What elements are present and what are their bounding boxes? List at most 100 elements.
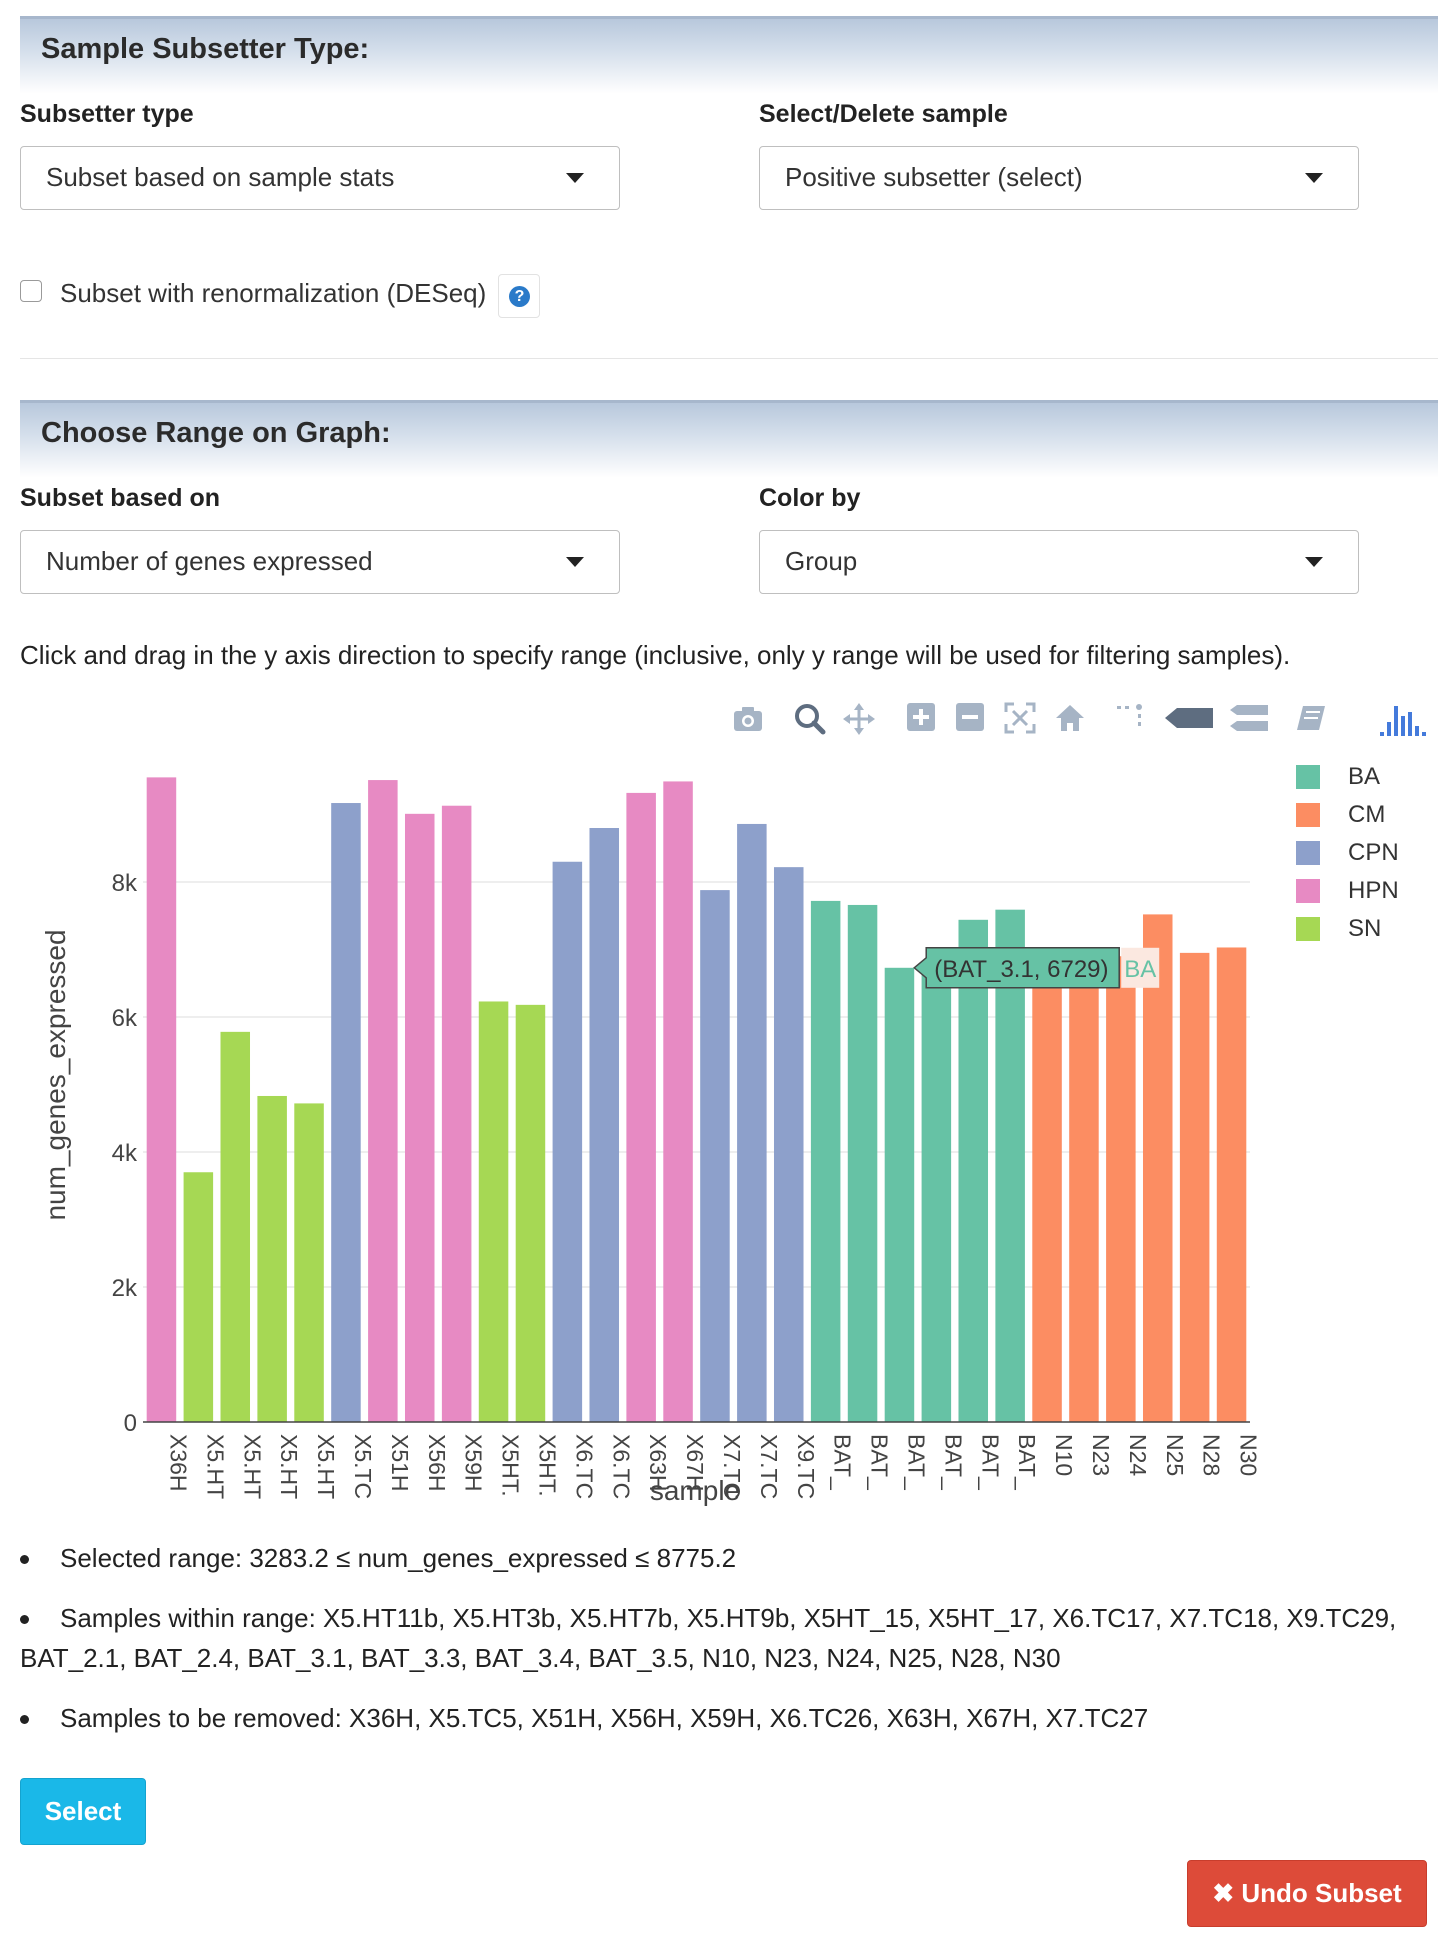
legend-swatch	[1296, 917, 1320, 941]
color-by-select[interactable]: Group	[759, 530, 1359, 594]
axes: 0 2k 4k 6k 8k X36H X5.HT X5.HT X5.HT X5.HT X5.TC X5…	[112, 870, 1262, 1499]
bar	[958, 919, 989, 1422]
y-tick-label: 0	[124, 1410, 137, 1437]
tooltip-group-label: BA	[1124, 956, 1156, 983]
x-tick-label: N25	[1162, 1434, 1188, 1476]
section-title: Sample Subsetter Type:	[41, 33, 370, 65]
within-range-item: Samples within range: X5.HT11b, X5.HT3b,…	[20, 1598, 1430, 1678]
select-button[interactable]: Select	[20, 1778, 146, 1845]
bar	[1032, 950, 1062, 1422]
zoom-in-icon[interactable]	[906, 702, 936, 732]
y-tick-label: 8k	[112, 870, 138, 897]
legend-swatch	[1296, 765, 1320, 789]
color-by-label: Color by	[759, 484, 861, 512]
bar	[294, 1103, 324, 1422]
legend-label: CPN	[1348, 839, 1399, 866]
tooltip-text: (BAT_3.1, 6729)	[934, 956, 1108, 983]
subsetter-type-header: Sample Subsetter Type:	[20, 16, 1438, 94]
x-tick-label: X63H	[645, 1434, 671, 1492]
chevron-down-icon	[566, 173, 584, 183]
legend-label: CM	[1348, 801, 1386, 828]
home-icon[interactable]	[1053, 702, 1087, 734]
x-tick-label: N30	[1236, 1434, 1262, 1476]
y-tick-label: 2k	[112, 1275, 138, 1302]
x-tick-label: X56H	[424, 1434, 450, 1492]
hover-compare-icon[interactable]	[1228, 702, 1270, 734]
legend-label: BA	[1348, 763, 1381, 790]
x-tick-label: X7.TC	[719, 1434, 745, 1499]
spike-lines-icon[interactable]	[1114, 702, 1144, 732]
edit-icon[interactable]	[1295, 702, 1327, 734]
hover-closest-icon[interactable]	[1163, 702, 1215, 734]
y-tick-label: 4k	[112, 1140, 138, 1167]
bar	[773, 867, 804, 1422]
bar	[220, 1031, 251, 1422]
x-tick-label: BAT_	[867, 1434, 893, 1491]
x-tick-label: X7.TC	[756, 1434, 782, 1499]
x-tick-label: N24	[1125, 1434, 1151, 1476]
bullet-dot	[20, 1555, 29, 1564]
bar	[441, 805, 472, 1422]
x-tick-label: X5.HT	[202, 1434, 228, 1499]
bar	[1069, 964, 1099, 1422]
x-tick-label: N28	[1199, 1434, 1225, 1476]
x-tick-label: BAT_	[830, 1434, 856, 1491]
bar	[1179, 952, 1210, 1422]
selected-range-item: Selected range: 3283.2 ≤ num_genes_expre…	[20, 1538, 1430, 1578]
subsetter-type-select[interactable]: Subset based on sample stats	[20, 146, 620, 210]
bar-chart[interactable]: 0 2k 4k 6k 8k X36H X5.HT X5.HT X5.HT X5.HT X5.TC X5…	[0, 0, 1448, 1540]
zoom-out-icon[interactable]	[955, 702, 985, 732]
bar	[331, 803, 361, 1422]
divider	[20, 358, 1438, 359]
to-remove-item: Samples to be removed: X36H, X5.TC5, X51…	[20, 1698, 1430, 1738]
x-tick-label: BAT_	[1014, 1434, 1040, 1491]
x-tick-label: X5.HT	[276, 1434, 302, 1499]
subset-based-on-label: Subset based on	[20, 484, 221, 512]
choose-range-header: Choose Range on Graph:	[20, 400, 1438, 478]
y-tick-label: 6k	[112, 1005, 138, 1032]
subset-based-on-value: Number of genes expressed	[46, 546, 373, 576]
bullet-dot	[20, 1715, 29, 1724]
section-title: Choose Range on Graph:	[41, 417, 391, 449]
bar	[589, 828, 620, 1422]
x-tick-label: X6.TC	[571, 1434, 597, 1499]
bar	[884, 967, 915, 1422]
bar	[404, 813, 435, 1422]
legend-swatch	[1296, 841, 1320, 865]
autoscale-icon[interactable]	[1004, 702, 1036, 734]
color-by-value: Group	[785, 546, 858, 576]
undo-subset-button[interactable]: ✖ Undo Subset	[1187, 1860, 1427, 1927]
bar	[515, 1004, 546, 1422]
zoom-icon[interactable]	[793, 702, 827, 736]
help-icon: ?	[509, 286, 530, 307]
x-tick-label: X59H	[461, 1434, 487, 1492]
select-delete-select[interactable]: Positive subsetter (select)	[759, 146, 1359, 210]
legend-swatch	[1296, 879, 1320, 903]
bar	[1106, 956, 1136, 1422]
help-button[interactable]: ?	[498, 274, 540, 318]
plotly-logo-icon[interactable]	[1378, 702, 1428, 738]
select-delete-value: Positive subsetter (select)	[785, 162, 1083, 192]
x-tick-label: X5.TC	[350, 1434, 376, 1499]
bar	[146, 777, 177, 1422]
legend-label: SN	[1348, 915, 1382, 942]
x-tick-label: X51H	[387, 1434, 413, 1492]
bar	[700, 890, 730, 1422]
x-tick-label: N23	[1088, 1434, 1114, 1476]
x-tick-label: X9.TC	[793, 1434, 819, 1499]
bar	[478, 1001, 509, 1422]
pan-icon[interactable]	[842, 702, 876, 736]
bar	[1216, 947, 1247, 1422]
x-tick-label: X5HT.	[498, 1434, 524, 1497]
bar	[737, 823, 767, 1422]
bar	[663, 781, 693, 1422]
bar	[257, 1095, 287, 1422]
camera-icon[interactable]	[731, 702, 765, 736]
x-tick-label: N10	[1051, 1434, 1077, 1476]
subset-based-on-select[interactable]: Number of genes expressed	[20, 530, 620, 594]
bullet-dot	[20, 1615, 29, 1624]
within-range-text: Samples within range: X5.HT11b, X5.HT3b,…	[20, 1603, 1397, 1673]
renormalization-checkbox[interactable]	[20, 280, 42, 302]
bar	[995, 909, 1025, 1422]
